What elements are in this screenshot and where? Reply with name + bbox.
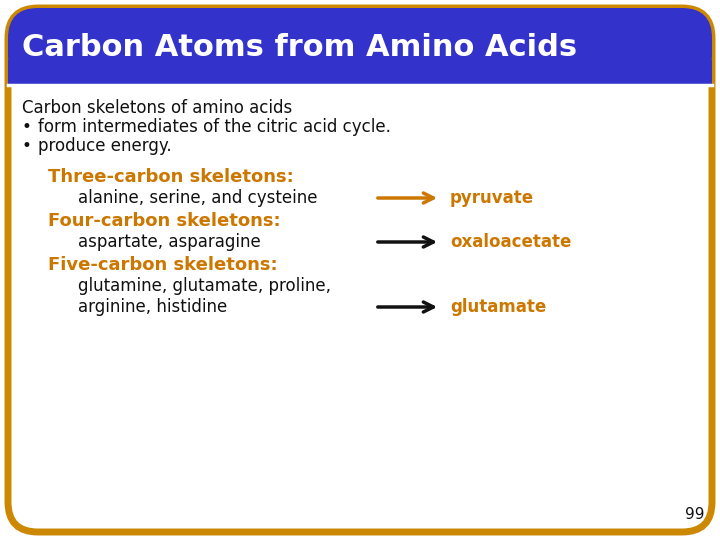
Text: Carbon Atoms from Amino Acids: Carbon Atoms from Amino Acids	[22, 32, 577, 62]
Text: glutamine, glutamate, proline,: glutamine, glutamate, proline,	[78, 277, 331, 295]
Text: pyruvate: pyruvate	[450, 189, 534, 207]
Text: arginine, histidine: arginine, histidine	[78, 298, 228, 316]
Text: Carbon skeletons of amino acids: Carbon skeletons of amino acids	[22, 99, 292, 117]
Text: •: •	[22, 137, 32, 155]
Text: produce energy.: produce energy.	[38, 137, 171, 155]
Bar	[8, 60, 712, 85]
FancyBboxPatch shape	[8, 8, 712, 532]
FancyBboxPatch shape	[8, 8, 712, 85]
Text: 99: 99	[685, 507, 705, 522]
Text: •: •	[22, 118, 32, 136]
Text: Four-carbon skeletons:: Four-carbon skeletons:	[48, 212, 281, 230]
Text: oxaloacetate: oxaloacetate	[450, 233, 572, 251]
Text: Five-carbon skeletons:: Five-carbon skeletons:	[48, 256, 278, 274]
Text: Three-carbon skeletons:: Three-carbon skeletons:	[48, 168, 294, 186]
Text: alanine, serine, and cysteine: alanine, serine, and cysteine	[78, 189, 318, 207]
Text: glutamate: glutamate	[450, 298, 546, 316]
Text: form intermediates of the citric acid cycle.: form intermediates of the citric acid cy…	[38, 118, 391, 136]
Text: aspartate, asparagine: aspartate, asparagine	[78, 233, 261, 251]
